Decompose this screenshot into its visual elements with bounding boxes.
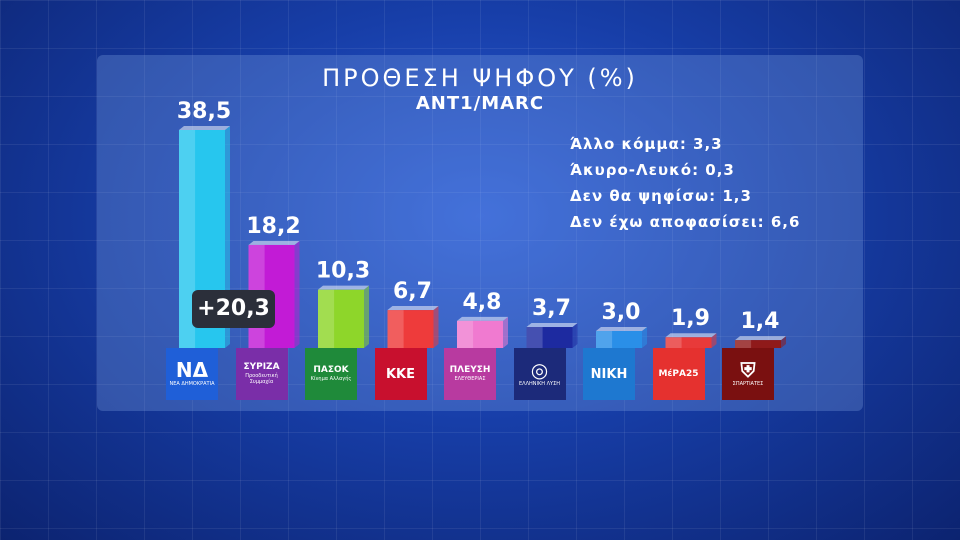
bar-group: 3,0 bbox=[596, 300, 647, 348]
bar-top bbox=[596, 327, 647, 332]
logo-text: ΠΛΕΥΣΗ bbox=[449, 364, 491, 375]
bar-highlight bbox=[665, 337, 682, 348]
logo-subtext: Κίνημα Αλλαγής bbox=[310, 375, 352, 382]
bar-side bbox=[433, 306, 439, 348]
difference-badge: +20,3 bbox=[192, 290, 275, 328]
bar-top bbox=[457, 316, 508, 321]
bar-side bbox=[642, 327, 647, 348]
bar-top bbox=[248, 240, 300, 245]
bar bbox=[318, 289, 364, 348]
bar bbox=[526, 327, 573, 348]
elliniki-lysi-logo: ◎ ΕΛΛΗΝΙΚΗ ΛΥΣΗ bbox=[513, 348, 566, 400]
logo-text: ΣΥΡΙΖΑ bbox=[243, 362, 280, 372]
logo-text: ΝΙΚΗ bbox=[590, 366, 628, 382]
chart-subtitle: ANT1/MARC bbox=[415, 93, 545, 114]
nd-logo: ΝΔ ΝΕΑ ΔΗΜΟΚΡΑΤΙΑ bbox=[166, 348, 218, 400]
bar-value-label: 6,7 bbox=[393, 279, 432, 304]
plefsi-logo: ΠΛΕΥΣΗ ΕΛΕΥΘΕΡΙΑΣ bbox=[444, 348, 496, 400]
note-undecided: Δεν έχω αποφασίσει: 6,6 bbox=[570, 213, 801, 231]
syriza-logo: ΣΥΡΙΖΑ Προοδευτική Συμμαχία bbox=[235, 348, 288, 400]
bar-side bbox=[781, 336, 786, 348]
bar-value-label: 38,5 bbox=[177, 99, 231, 124]
bar-top bbox=[735, 336, 786, 341]
logo-subtext: ΣΠΑΡΤΙΑΤΕΣ bbox=[732, 381, 764, 388]
bar-value-label: 1,4 bbox=[741, 309, 780, 334]
bar-value-label: 3,0 bbox=[602, 300, 641, 325]
bar-top bbox=[318, 285, 369, 290]
bar-value-label: 10,3 bbox=[316, 259, 370, 284]
bar-side bbox=[572, 323, 578, 348]
bar-top bbox=[665, 333, 717, 338]
chart-title: ΠΡΟΘΕΣΗ ΨΗΦΟΥ (%) bbox=[322, 64, 638, 92]
logo-subtext: ΕΛΛΗΝΙΚΗ ΛΥΣΗ bbox=[519, 381, 560, 388]
bar-group: 1,9 bbox=[665, 306, 717, 348]
bar-value-label: 4,8 bbox=[463, 290, 502, 315]
bar-highlight bbox=[387, 310, 404, 348]
bar-group: 6,7 bbox=[387, 279, 439, 348]
bar-top bbox=[526, 323, 578, 328]
logo-text: ΜέΡΑ25 bbox=[658, 368, 699, 379]
mera25-logo: ΜέΡΑ25 bbox=[652, 348, 705, 400]
logo-subtext: ΝΕΑ ΔΗΜΟΚΡΑΤΙΑ bbox=[169, 381, 215, 388]
bar-top bbox=[179, 126, 230, 130]
logo-subtext: ΕΛΕΥΘΕΡΙΑΣ bbox=[454, 375, 486, 382]
note-invalid-blank: Άκυρο-Λευκό: 0,3 bbox=[570, 161, 735, 179]
logo-text: ΝΔ bbox=[175, 358, 209, 383]
pasok-logo: ΠΑΣΟΚ Κίνημα Αλλαγής bbox=[305, 348, 357, 400]
logo-text: ⛨ bbox=[740, 358, 756, 383]
bar-highlight bbox=[526, 327, 543, 348]
bar-top bbox=[387, 306, 439, 311]
spartiates-logo: ⛨ ΣΠΑΡΤΙΑΤΕΣ bbox=[722, 348, 774, 400]
bar-group: 4,8 bbox=[457, 290, 508, 348]
bar-side bbox=[711, 333, 717, 348]
bar bbox=[387, 310, 434, 348]
bar-highlight bbox=[457, 320, 474, 348]
niki-logo: ΝΙΚΗ bbox=[583, 348, 635, 400]
bar-highlight bbox=[179, 130, 196, 348]
logo-text: ◎ bbox=[530, 358, 549, 383]
logo-subtext: Προοδευτική Συμμαχία bbox=[245, 373, 278, 385]
bar-highlight bbox=[596, 331, 613, 348]
logo-text: ΚΚΕ bbox=[385, 366, 416, 382]
kke-logo: ΚΚΕ bbox=[374, 348, 427, 400]
bar-value-label: 18,2 bbox=[246, 214, 300, 239]
note-other-party: Άλλο κόμμα: 3,3 bbox=[570, 135, 723, 153]
bar-side bbox=[364, 285, 369, 348]
bar-highlight bbox=[318, 289, 335, 348]
bar bbox=[457, 320, 503, 348]
bar-group: 1,4 bbox=[735, 309, 786, 348]
bar bbox=[665, 337, 712, 348]
bar-value-label: 1,9 bbox=[671, 306, 710, 331]
bar-side bbox=[503, 316, 508, 348]
note-will-not-vote: Δεν θα ψηφίσω: 1,3 bbox=[570, 187, 752, 205]
bar-group: 38,5 bbox=[177, 99, 231, 348]
bar-highlight bbox=[735, 340, 752, 348]
logo-text: ΠΑΣΟΚ bbox=[313, 364, 349, 375]
bar-group: 3,7 bbox=[526, 296, 578, 348]
bar-side bbox=[294, 240, 300, 348]
bar-value-label: 3,7 bbox=[532, 296, 571, 321]
bar-group: 10,3 bbox=[316, 259, 370, 348]
bar bbox=[735, 340, 781, 348]
bar bbox=[596, 331, 642, 348]
